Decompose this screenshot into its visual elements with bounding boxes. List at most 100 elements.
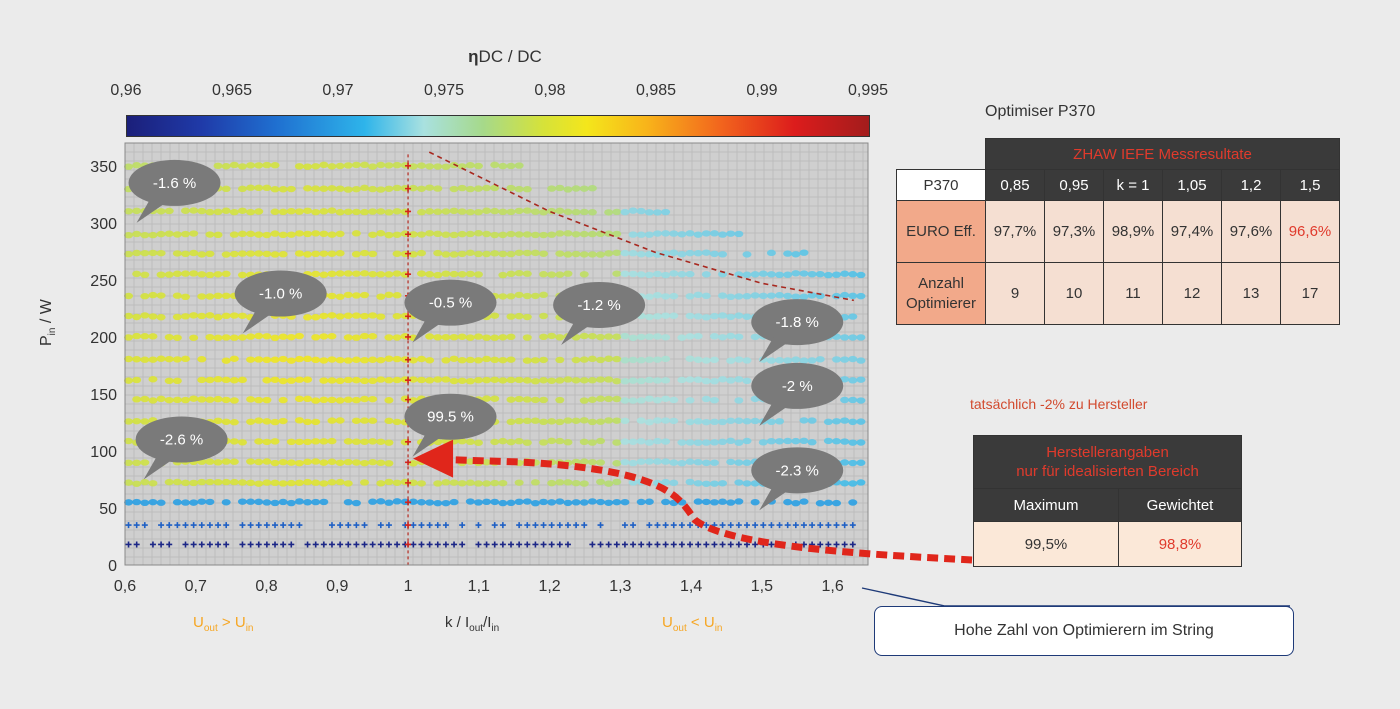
data-point bbox=[262, 499, 272, 506]
data-point bbox=[246, 184, 256, 191]
data-point bbox=[709, 396, 719, 404]
data-point bbox=[709, 418, 719, 426]
optimizer-count-row: Anzahl Optimierer 9 10 11 12 13 17 bbox=[896, 262, 1340, 325]
data-point bbox=[140, 395, 150, 403]
data-point bbox=[644, 293, 654, 300]
data-point bbox=[311, 250, 321, 258]
data-point bbox=[766, 418, 776, 426]
data-point bbox=[278, 251, 288, 258]
data-point bbox=[734, 479, 744, 486]
data-point bbox=[457, 480, 467, 487]
data-point bbox=[327, 333, 337, 340]
data-point bbox=[742, 459, 752, 466]
data-point bbox=[661, 271, 671, 279]
data-point bbox=[237, 185, 247, 193]
data-point bbox=[556, 522, 563, 529]
data-point bbox=[351, 459, 361, 466]
data-point bbox=[294, 498, 304, 505]
data-point bbox=[149, 541, 156, 548]
data-point bbox=[734, 333, 744, 340]
data-point bbox=[506, 230, 516, 238]
data-point bbox=[784, 522, 791, 529]
data-point bbox=[311, 208, 321, 216]
data-point bbox=[482, 334, 492, 341]
data-point bbox=[148, 291, 158, 299]
data-point bbox=[221, 312, 231, 320]
data-point bbox=[506, 184, 516, 192]
data-point bbox=[172, 396, 182, 404]
data-point bbox=[587, 230, 597, 238]
data-point bbox=[693, 418, 703, 425]
bubble-body bbox=[751, 447, 844, 494]
data-point bbox=[351, 376, 361, 384]
data-point bbox=[587, 458, 597, 466]
data-point bbox=[368, 498, 378, 505]
data-point bbox=[734, 376, 744, 383]
data-point bbox=[132, 480, 142, 487]
data-point bbox=[628, 250, 638, 257]
data-point bbox=[644, 376, 654, 384]
data-point bbox=[360, 312, 370, 320]
data-point bbox=[270, 334, 280, 342]
data-point bbox=[514, 162, 524, 169]
optimizer-count-value: 9 bbox=[985, 262, 1045, 325]
data-point bbox=[303, 355, 313, 363]
data-point bbox=[579, 417, 589, 424]
data-point bbox=[294, 438, 304, 446]
data-point bbox=[327, 479, 337, 486]
data-point bbox=[473, 185, 483, 192]
data-point bbox=[335, 478, 345, 486]
data-point bbox=[498, 479, 508, 487]
data-point bbox=[685, 333, 695, 340]
data-point bbox=[636, 498, 646, 506]
data-point bbox=[221, 163, 231, 170]
optimiser-results-table: ZHAW IEFE Messresultate P370 0,85 0,95 k = … bbox=[896, 138, 1340, 325]
data-point bbox=[369, 541, 376, 548]
data-point bbox=[319, 396, 329, 404]
data-point bbox=[213, 162, 223, 170]
data-point bbox=[473, 499, 483, 506]
data-point bbox=[661, 395, 671, 402]
results-header: ZHAW IEFE Messresultate bbox=[985, 138, 1340, 170]
data-point bbox=[832, 418, 842, 425]
bubble-tail bbox=[242, 305, 275, 334]
data-point bbox=[384, 377, 394, 384]
data-point bbox=[604, 250, 614, 257]
data-point bbox=[482, 395, 492, 402]
data-point bbox=[571, 356, 581, 364]
data-point bbox=[555, 479, 565, 486]
data-point bbox=[124, 499, 134, 506]
data-point bbox=[360, 208, 370, 216]
data-point bbox=[181, 270, 191, 277]
data-point bbox=[213, 292, 223, 300]
data-point bbox=[140, 478, 150, 486]
data-point bbox=[441, 479, 451, 486]
data-point bbox=[555, 377, 565, 384]
data-point bbox=[791, 251, 801, 258]
data-point bbox=[335, 230, 345, 238]
data-point bbox=[612, 377, 622, 385]
colorbar-tick: 0,97 bbox=[322, 82, 354, 99]
data-point bbox=[172, 377, 182, 385]
data-point bbox=[343, 376, 353, 384]
data-point bbox=[376, 208, 386, 215]
bubble-body bbox=[234, 270, 327, 317]
data-point bbox=[540, 522, 547, 529]
euro-eff-value: 97,4% bbox=[1162, 200, 1222, 263]
data-point bbox=[327, 250, 337, 257]
data-point bbox=[563, 208, 573, 216]
data-point bbox=[343, 334, 353, 341]
data-point bbox=[506, 313, 516, 320]
bubble-body bbox=[135, 416, 228, 463]
data-point bbox=[783, 250, 793, 257]
data-point bbox=[205, 376, 215, 384]
data-point bbox=[311, 458, 321, 465]
data-point bbox=[848, 418, 858, 426]
data-point bbox=[514, 498, 524, 506]
data-point bbox=[530, 357, 540, 364]
data-point bbox=[181, 499, 191, 506]
data-point bbox=[189, 270, 199, 277]
data-point bbox=[303, 395, 313, 403]
data-point bbox=[491, 541, 498, 548]
data-point bbox=[848, 271, 858, 278]
